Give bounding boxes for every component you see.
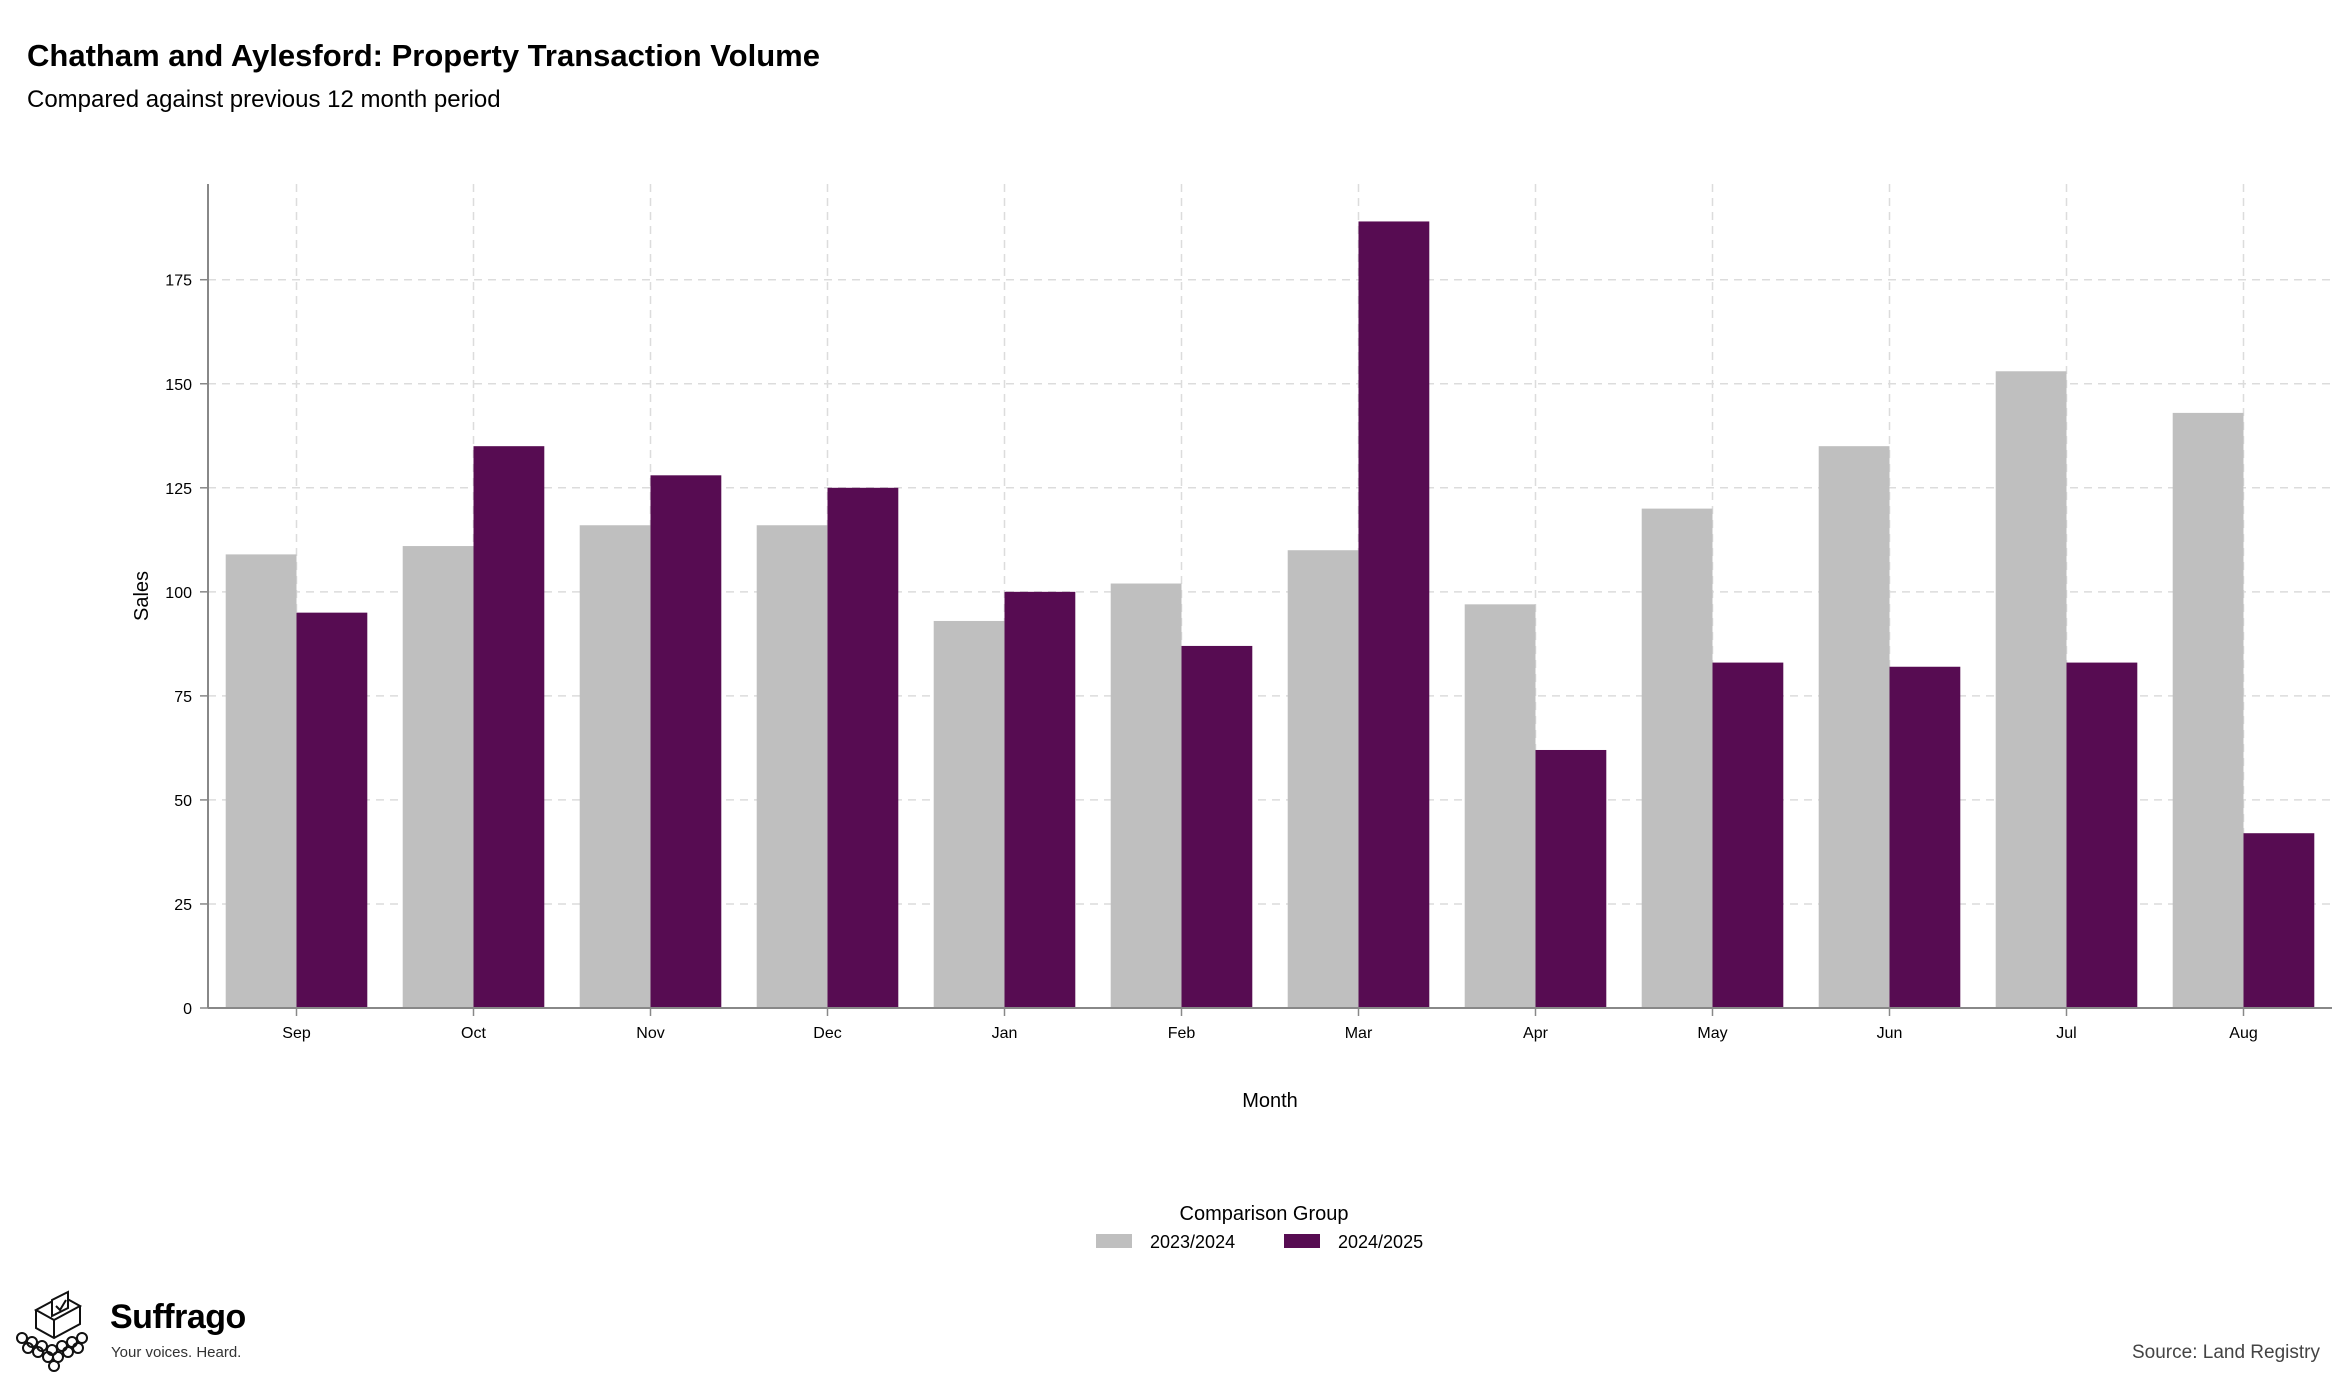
x-tick-label: Sep: [282, 1025, 311, 1042]
y-tick-label: 100: [165, 585, 192, 602]
bar-jun-series-1: [1818, 446, 1890, 1008]
bar-nov-series-2: [650, 475, 722, 1009]
x-tick-label: Jun: [1877, 1025, 1903, 1042]
bar-sep-series-1: [225, 554, 297, 1008]
brand-tagline: Your voices. Heard.: [111, 1344, 242, 1361]
x-tick-label: Nov: [636, 1025, 664, 1042]
brand-name: Suffrago: [110, 1298, 246, 1336]
x-tick-label: Oct: [461, 1025, 486, 1042]
bar-mar-series-2: [1358, 221, 1430, 1009]
suffrago-logo-icon: [16, 1290, 88, 1372]
bars: [225, 221, 2315, 1009]
bar-jul-series-1: [1995, 371, 2067, 1009]
legend: 2023/2024 2024/2025: [1096, 1232, 1423, 1252]
bar-may-series-1: [1641, 508, 1713, 1008]
bar-feb-series-2: [1181, 645, 1253, 1008]
bar-feb-series-1: [1110, 583, 1182, 1008]
bar-jun-series-2: [1889, 666, 1961, 1008]
bar-sep-series-2: [296, 612, 368, 1008]
bar-apr-series-2: [1535, 749, 1607, 1008]
x-tick-label: Apr: [1523, 1025, 1549, 1042]
legend-label-2: 2024/2025: [1338, 1232, 1423, 1252]
x-tick-label: Dec: [813, 1025, 841, 1042]
bar-dec-series-1: [756, 525, 828, 1008]
legend-swatch-1: [1096, 1234, 1132, 1248]
y-tick-label: 175: [165, 273, 192, 290]
x-tick-label: May: [1697, 1025, 1727, 1042]
bar-oct-series-2: [473, 446, 545, 1008]
y-tick-label: 75: [174, 689, 192, 706]
y-tick-label: 0: [183, 1001, 192, 1018]
x-tick-label: Jan: [992, 1025, 1018, 1042]
y-tick-label: 125: [165, 481, 192, 498]
chart-title: Chatham and Aylesford: Property Transact…: [27, 38, 820, 73]
bar-dec-series-2: [827, 487, 899, 1008]
axes: [200, 184, 2332, 1016]
bar-jan-series-1: [933, 620, 1005, 1008]
bar-aug-series-1: [2172, 412, 2244, 1008]
bar-mar-series-1: [1287, 550, 1359, 1008]
y-axis-title: Sales: [131, 571, 153, 621]
x-tick-label: Jul: [2056, 1025, 2076, 1042]
bar-nov-series-1: [579, 525, 651, 1008]
bar-oct-series-1: [402, 546, 474, 1008]
chart-subtitle: Compared against previous 12 month perio…: [27, 86, 501, 113]
x-tick-label: Feb: [1168, 1025, 1196, 1042]
legend-label-1: 2023/2024: [1150, 1232, 1235, 1252]
x-axis-title: Month: [1242, 1090, 1298, 1112]
bar-aug-series-2: [2243, 833, 2315, 1008]
legend-title: Comparison Group: [1180, 1203, 1349, 1225]
legend-swatch-2: [1284, 1234, 1320, 1248]
bar-apr-series-1: [1464, 604, 1536, 1008]
y-tick-label: 50: [174, 793, 192, 810]
tick-labels: 0 25 50 75 100 125 150 175 Sep Oct Nov Dec Jan Feb Mar…: [165, 273, 2257, 1042]
bar-jan-series-2: [1004, 591, 1076, 1008]
bar-may-series-2: [1712, 662, 1784, 1008]
y-tick-label: 25: [174, 897, 192, 914]
y-tick-label: 150: [165, 377, 192, 394]
bar-jul-series-2: [2066, 662, 2138, 1008]
x-tick-label: Aug: [2229, 1025, 2257, 1042]
x-tick-label: Mar: [1345, 1025, 1373, 1042]
source-note: Source: Land Registry: [2132, 1342, 2320, 1363]
